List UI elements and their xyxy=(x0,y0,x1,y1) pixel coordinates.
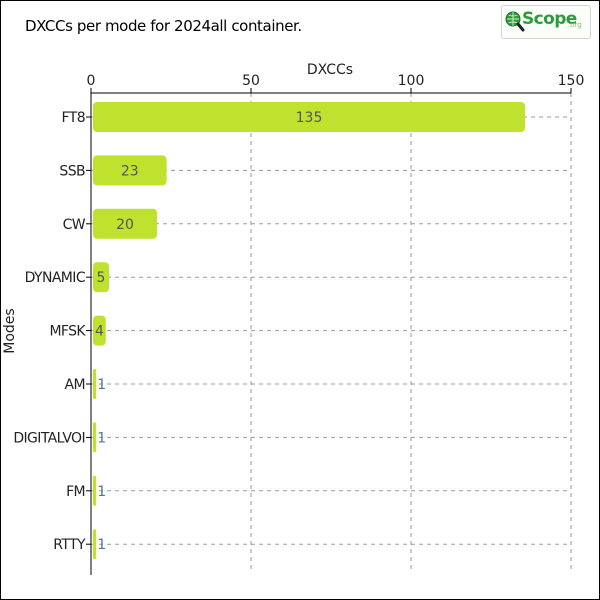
y-tick-label: SSB xyxy=(59,163,85,179)
bar xyxy=(93,475,97,506)
bar-value-label: 4 xyxy=(95,324,104,340)
bar xyxy=(93,208,157,239)
qscope-logo[interactable]: Scope .org xyxy=(501,5,591,39)
chart-title: DXCCs per mode for 2024all container. xyxy=(25,17,302,35)
bar xyxy=(93,529,97,560)
y-tick-label: MFSK xyxy=(49,324,86,340)
x-tick-label: 150 xyxy=(558,73,585,89)
y-tick-label: DYNAMIC xyxy=(25,270,86,286)
bar-value-label: 135 xyxy=(296,110,323,126)
bar xyxy=(93,155,167,186)
bar-value-label: 1 xyxy=(97,537,106,553)
logo-suffix: .org xyxy=(568,21,582,29)
y-tick-label: AM xyxy=(65,377,85,393)
bar xyxy=(93,102,525,132)
x-tick-label: 50 xyxy=(242,73,260,89)
bar-value-label: 1 xyxy=(97,377,106,393)
y-axis-label: Modes xyxy=(2,308,18,353)
x-tick-label: 100 xyxy=(398,73,425,89)
bar xyxy=(93,315,106,346)
y-tick-label: CW xyxy=(63,217,86,233)
x-tick-label: 0 xyxy=(87,73,96,89)
bar-value-label: 1 xyxy=(97,484,106,500)
x-axis-label: DXCCs xyxy=(307,62,353,78)
magnifier-globe-icon xyxy=(505,11,525,32)
y-tick-label: RTTY xyxy=(53,537,86,553)
logo-text: Scope xyxy=(522,9,577,29)
bar xyxy=(93,422,97,453)
y-tick-label: FM xyxy=(66,484,85,500)
bar-value-label: 20 xyxy=(116,217,134,233)
bar xyxy=(93,369,97,399)
bar-value-label: 23 xyxy=(121,163,139,179)
bar xyxy=(93,262,109,293)
y-tick-label: DIGITALVOI xyxy=(13,430,85,446)
y-tick-label: FT8 xyxy=(62,110,85,126)
bar-value-label: 5 xyxy=(97,270,106,286)
bar-value-label: 1 xyxy=(97,430,106,446)
